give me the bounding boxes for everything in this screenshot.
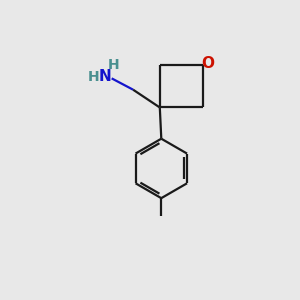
Text: H: H [87, 70, 99, 84]
Text: H: H [108, 58, 120, 72]
Text: N: N [99, 69, 112, 84]
Text: O: O [202, 56, 214, 71]
